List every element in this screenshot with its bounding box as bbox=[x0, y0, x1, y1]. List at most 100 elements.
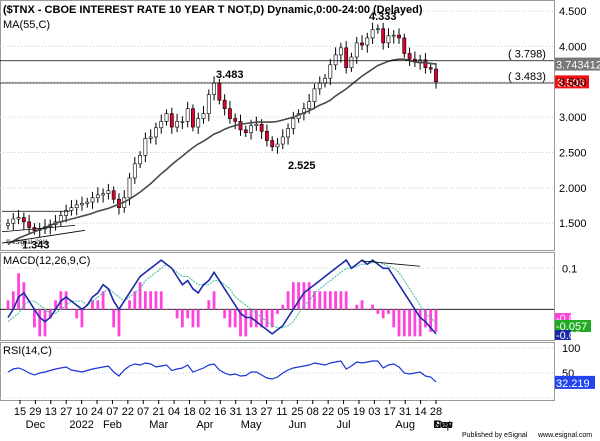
x-tick-label: 16 bbox=[214, 406, 226, 418]
macd-hist-bar bbox=[381, 309, 385, 319]
x-month-label: Aug bbox=[395, 419, 415, 431]
candle-body bbox=[333, 54, 338, 66]
x-month-label: Dec bbox=[433, 419, 453, 431]
x-tick-label: 04 bbox=[168, 406, 180, 418]
x-month-label: Sep bbox=[433, 419, 453, 431]
price-tick-label: 2.500 bbox=[559, 148, 587, 160]
macd-hist-bar bbox=[202, 309, 205, 310]
trend-line-support bbox=[1, 229, 86, 244]
x-tick-label: 11 bbox=[276, 406, 287, 418]
x-month-label: Mar bbox=[149, 419, 168, 431]
price-tick-label: 3.000 bbox=[559, 112, 587, 124]
x-tick-label: 05 bbox=[337, 406, 349, 418]
macd-hist-bar bbox=[70, 309, 73, 310]
y-axis-labels: 1.500 2.000 2.500 3.000 3.500 4.000 4.500 bbox=[559, 6, 587, 230]
price-annotation: 1.343 bbox=[22, 239, 50, 251]
last-price-label: 3.506 bbox=[557, 77, 585, 89]
candle-body bbox=[212, 82, 216, 95]
macd-hist-bar bbox=[387, 309, 390, 314]
macd-tick-label: 0.1 bbox=[562, 263, 577, 275]
macd-hist-bar bbox=[365, 309, 369, 310]
macd-hist-bar bbox=[27, 309, 31, 310]
candle-body bbox=[354, 42, 359, 58]
macd-hist-bar bbox=[260, 309, 264, 328]
x-tick-label: 14 bbox=[414, 406, 426, 418]
candle-body bbox=[185, 108, 190, 122]
macd-hist-bar bbox=[392, 309, 396, 328]
x-tick-label: 29 bbox=[29, 406, 41, 418]
candle-body bbox=[370, 29, 375, 39]
candle-body bbox=[275, 143, 280, 148]
x-tick-label: 15 bbox=[14, 406, 26, 418]
macd-hist-bar bbox=[6, 300, 10, 310]
candle-body bbox=[265, 131, 269, 141]
candle-body bbox=[270, 140, 275, 148]
macd-hist-bar bbox=[239, 309, 242, 337]
macd-hist-bar bbox=[106, 309, 110, 310]
x-tick-label: 10 bbox=[76, 406, 88, 418]
macd-hist-bar bbox=[413, 309, 417, 337]
candle-body bbox=[6, 222, 10, 226]
candle-body bbox=[90, 197, 95, 203]
macd-hist-bar bbox=[38, 309, 42, 337]
trend-line-lower bbox=[1, 224, 76, 233]
price-tick-label: 3.500 bbox=[559, 77, 587, 89]
macd-box-b bbox=[555, 320, 591, 332]
price-tick-label: 4.500 bbox=[559, 6, 587, 18]
x-tick-label: 22 bbox=[322, 406, 334, 418]
price-tick-label: 1.500 bbox=[559, 218, 587, 230]
x-month-label: Nov bbox=[433, 419, 453, 431]
macd-hist-bar bbox=[424, 309, 427, 328]
macd-hist-bar bbox=[22, 282, 26, 310]
x-month-label: Feb bbox=[103, 419, 122, 431]
x-tick-label: 19 bbox=[353, 406, 365, 418]
macd-hist-bar bbox=[286, 291, 290, 310]
macd-hist-bar bbox=[175, 309, 179, 319]
macd-hist-bar bbox=[212, 291, 216, 310]
macd-hist-bar bbox=[371, 304, 374, 310]
macd-hist-bar bbox=[196, 309, 200, 328]
macd-hist-bar bbox=[434, 309, 438, 332]
candle-body bbox=[233, 118, 238, 122]
macd-hist-bar bbox=[408, 309, 411, 337]
macd-label: MACD(12,26,9,C) bbox=[3, 255, 90, 267]
macd-hist-bar bbox=[307, 282, 311, 310]
macd-hist-bar bbox=[223, 309, 227, 319]
x-month-label: May bbox=[241, 419, 262, 431]
candle-body bbox=[111, 190, 116, 200]
macd-box-a bbox=[555, 313, 571, 323]
panel-frames bbox=[0, 0, 555, 401]
candle-body bbox=[286, 128, 290, 138]
candle-body bbox=[328, 64, 333, 79]
macd-hist-bar bbox=[207, 300, 211, 310]
candle-body bbox=[74, 204, 79, 208]
footer-site: www.esignal.com bbox=[537, 432, 592, 439]
candle-body bbox=[201, 113, 206, 119]
price-tick-label: 2.000 bbox=[559, 183, 587, 195]
macd-hist-bar bbox=[96, 300, 100, 310]
grid-lines bbox=[0, 10, 554, 224]
x-tick-label: 27 bbox=[60, 406, 72, 418]
macd-hist-bar bbox=[344, 291, 348, 310]
candle-body bbox=[175, 121, 179, 128]
x-tick-label: 28 bbox=[430, 406, 442, 418]
candle-body bbox=[397, 34, 401, 39]
macd-hist-bar bbox=[418, 309, 422, 337]
candle-body bbox=[312, 88, 317, 102]
x-axis: 15 29 13 27 10 24 07 22 07 21 04 18 02 16 31 13 27 11 25 08… bbox=[14, 400, 453, 431]
candle-body bbox=[159, 121, 164, 129]
macd-hist-bar bbox=[133, 291, 137, 310]
macd-hist-bar bbox=[313, 291, 316, 310]
macd-hist-bar bbox=[302, 282, 306, 310]
macd-hist-bar bbox=[91, 300, 94, 310]
macd-hist-bar bbox=[117, 309, 121, 337]
candle-body bbox=[191, 108, 195, 128]
x-month-label: Dec bbox=[26, 419, 46, 431]
candle-body bbox=[238, 121, 243, 131]
macd-hist-bar bbox=[101, 291, 105, 310]
x-tick-label: 13 bbox=[245, 406, 257, 418]
candle-body bbox=[407, 53, 412, 60]
candle-body bbox=[95, 194, 100, 199]
macd-hist-bar bbox=[334, 291, 338, 310]
panel-frame bbox=[0, 0, 555, 251]
